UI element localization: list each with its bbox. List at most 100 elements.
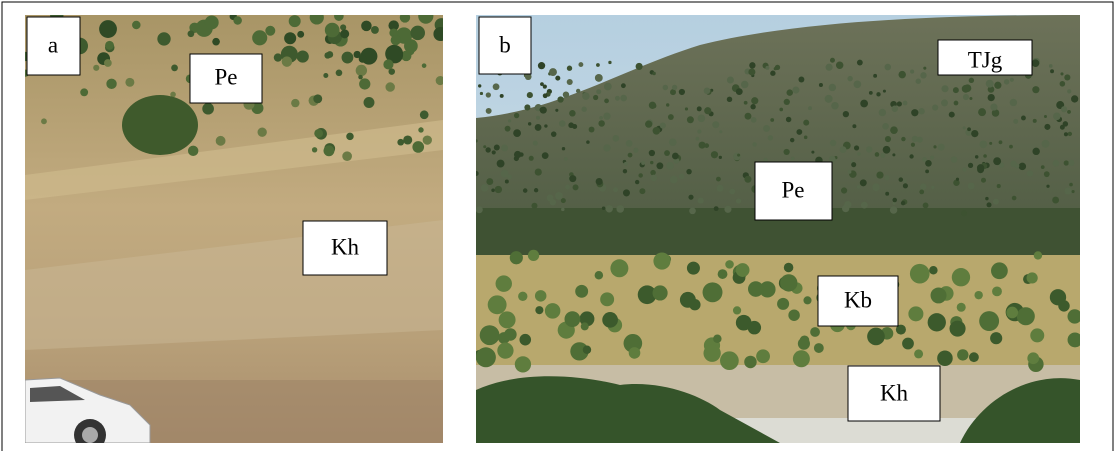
vegetation — [860, 100, 868, 108]
vegetation — [628, 153, 633, 158]
vegetation — [744, 356, 756, 368]
vegetation — [1061, 106, 1067, 112]
vegetation — [505, 179, 509, 183]
vegetation — [814, 343, 824, 353]
vegetation — [371, 26, 379, 34]
vegetation — [157, 32, 170, 45]
vegetation — [788, 310, 799, 321]
vegetation — [549, 68, 557, 76]
panel-letter: b — [499, 32, 511, 57]
vegetation — [383, 59, 393, 69]
vegetation — [890, 126, 898, 134]
vegetation — [720, 351, 739, 370]
vegetation — [790, 138, 794, 142]
vegetation — [847, 76, 852, 81]
vegetation — [600, 292, 614, 306]
vegetation — [912, 136, 918, 142]
vegetation — [324, 52, 330, 58]
vegetation — [1067, 110, 1071, 114]
vegetation — [718, 269, 728, 279]
vegetation — [744, 176, 751, 183]
vegetation — [786, 117, 791, 122]
vegetation — [969, 78, 974, 83]
vegetation — [697, 129, 701, 133]
vegetation — [598, 120, 605, 127]
vegetation — [523, 188, 528, 193]
vegetation — [589, 127, 595, 133]
vegetation — [1060, 81, 1066, 87]
vegetation — [499, 311, 516, 328]
vegetation — [310, 10, 324, 24]
vegetation — [957, 303, 966, 312]
vegetation — [963, 94, 969, 100]
vegetation — [1064, 74, 1070, 80]
vegetation — [857, 60, 863, 66]
vegetation — [641, 161, 645, 165]
vegetation — [1053, 160, 1060, 167]
vegetation — [918, 108, 924, 114]
vegetation — [400, 12, 410, 22]
vegetation — [650, 170, 655, 175]
vegetation — [582, 92, 590, 100]
vegetation — [698, 198, 704, 204]
vegetation — [852, 124, 856, 128]
vegetation — [791, 157, 795, 161]
vegetation — [729, 188, 735, 194]
vegetation — [953, 180, 959, 186]
vegetation — [623, 169, 627, 173]
vegetation — [519, 152, 523, 156]
vegetation — [983, 154, 987, 158]
vegetation — [524, 104, 530, 110]
vegetation — [968, 163, 973, 168]
vegetation — [910, 70, 914, 74]
vegetation — [336, 69, 343, 76]
vegetation — [1068, 160, 1074, 166]
vegetation — [916, 79, 921, 84]
vegetation — [1064, 160, 1069, 165]
vegetation — [1042, 140, 1050, 148]
vegetation — [544, 124, 547, 127]
vegetation — [963, 126, 966, 129]
vegetation — [1071, 95, 1078, 102]
vegetation — [568, 122, 574, 128]
vegetation — [535, 169, 542, 176]
panel-label: b — [479, 17, 531, 74]
vegetation — [518, 292, 527, 301]
unit-label: Kh — [303, 221, 387, 275]
unit-label: Kb — [818, 276, 898, 326]
vegetation — [1030, 328, 1044, 342]
vegetation — [1027, 272, 1038, 283]
vegetation — [356, 65, 367, 76]
vegetation — [883, 146, 891, 154]
vegetation — [651, 175, 658, 182]
vegetation — [645, 121, 652, 128]
vegetation — [825, 95, 833, 103]
vegetation — [779, 108, 783, 112]
vegetation — [704, 107, 711, 114]
vegetation — [724, 206, 731, 213]
vegetation — [422, 63, 427, 68]
vegetation — [949, 112, 955, 118]
vegetation — [770, 118, 774, 122]
vegetation — [993, 199, 999, 205]
unit-label: Pe — [755, 162, 832, 220]
vegetation — [555, 76, 560, 81]
vegetation — [364, 97, 375, 108]
vegetation — [994, 82, 1001, 89]
vegetation — [504, 328, 517, 341]
vegetation — [1015, 164, 1020, 169]
vegetation — [519, 334, 531, 346]
vegetation — [798, 338, 810, 350]
vegetation — [282, 56, 292, 66]
vegetation — [990, 332, 1002, 344]
vegetation — [784, 99, 790, 105]
vegetation — [578, 62, 583, 67]
vegetation — [931, 186, 934, 189]
vegetation — [342, 151, 352, 161]
vegetation — [608, 61, 611, 64]
vegetation — [836, 62, 843, 69]
vegetation — [543, 93, 548, 98]
vegetation — [346, 133, 353, 140]
vegetation — [780, 274, 797, 291]
vegetation — [610, 259, 628, 277]
